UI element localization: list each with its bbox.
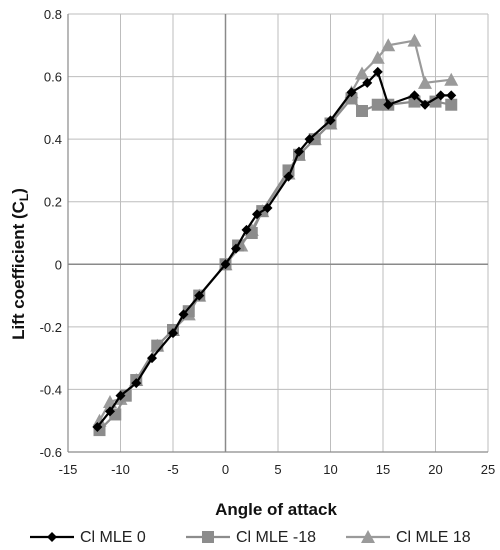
data-point <box>178 309 189 320</box>
y-axis-title-subscript: L <box>17 194 31 201</box>
data-point <box>370 50 385 64</box>
legend-item: Cl MLE 18 <box>346 529 471 546</box>
legend-marker <box>202 531 214 543</box>
legend-marker <box>361 530 375 543</box>
y-axis-title-main: Lift coefficient (C <box>9 201 28 340</box>
y-tick-label: 0 <box>55 257 62 272</box>
data-point <box>220 259 231 270</box>
x-tick-label: -15 <box>59 462 78 477</box>
tick-labels: -15 -10 -5 0 5 10 15 20 25 -0.6 -0.4 -0.2 0 0.2 0.4 0.6… <box>40 7 496 477</box>
y-axis-title-close: ) <box>9 188 28 194</box>
x-tick-label: -10 <box>111 462 130 477</box>
data-point <box>294 146 304 157</box>
legend-label: Cl MLE -18 <box>236 529 316 546</box>
data-point <box>131 378 142 389</box>
data-point <box>420 99 430 110</box>
x-tick-label: 0 <box>222 462 229 477</box>
data-point <box>418 75 432 89</box>
data-point <box>371 98 384 111</box>
data-point <box>262 202 273 213</box>
y-tick-label: -0.2 <box>40 320 62 335</box>
legend-item: Cl MLE -18 <box>186 529 316 546</box>
y-tick-label: 0.8 <box>44 7 62 22</box>
x-tick-label: 20 <box>428 462 442 477</box>
data-series <box>92 33 459 437</box>
data-point <box>383 99 394 110</box>
y-tick-label: 0.6 <box>44 70 62 85</box>
y-tick-label: 0.4 <box>44 132 62 147</box>
data-point <box>445 98 458 111</box>
data-point <box>355 66 369 80</box>
data-point <box>105 406 115 417</box>
data-point <box>356 104 368 117</box>
series-2 <box>92 33 459 427</box>
data-point <box>362 77 373 88</box>
legend: Cl MLE 0 Cl MLE -18 Cl MLE 18 <box>30 529 471 546</box>
data-point <box>231 243 241 254</box>
y-tick-label: -0.6 <box>40 445 62 460</box>
x-tick-label: 25 <box>481 462 495 477</box>
y-tick-label: 0.2 <box>44 195 62 210</box>
data-point <box>372 66 383 77</box>
data-point <box>304 134 315 145</box>
data-point <box>407 33 422 47</box>
data-point <box>346 87 357 98</box>
series-line <box>96 69 452 428</box>
series-0 <box>92 66 457 432</box>
x-axis-title: Angle of attack <box>215 500 337 519</box>
data-point <box>283 171 294 182</box>
data-point <box>194 290 205 301</box>
legend-marker <box>47 532 57 542</box>
legend-label: Cl MLE 0 <box>80 529 146 546</box>
series-line <box>98 39 452 422</box>
data-point <box>444 72 459 86</box>
y-tick-label: -0.4 <box>40 382 62 397</box>
data-point <box>252 209 262 220</box>
x-tick-label: 5 <box>274 462 281 477</box>
data-point <box>381 38 396 52</box>
x-tick-label: 10 <box>323 462 337 477</box>
legend-label: Cl MLE 18 <box>396 529 471 546</box>
data-point <box>435 90 446 101</box>
data-point <box>92 421 103 432</box>
legend-item: Cl MLE 0 <box>30 529 146 546</box>
data-point <box>241 224 252 235</box>
data-point <box>168 328 178 339</box>
data-point <box>429 95 442 108</box>
data-point <box>115 390 126 401</box>
data-point <box>147 353 157 364</box>
data-point <box>446 90 457 101</box>
data-point <box>325 115 336 126</box>
x-tick-label: -5 <box>167 462 179 477</box>
axes <box>67 14 488 453</box>
data-point <box>409 90 420 101</box>
x-tick-label: 15 <box>376 462 390 477</box>
y-axis-title: Lift coefficient (CL) <box>9 188 31 340</box>
